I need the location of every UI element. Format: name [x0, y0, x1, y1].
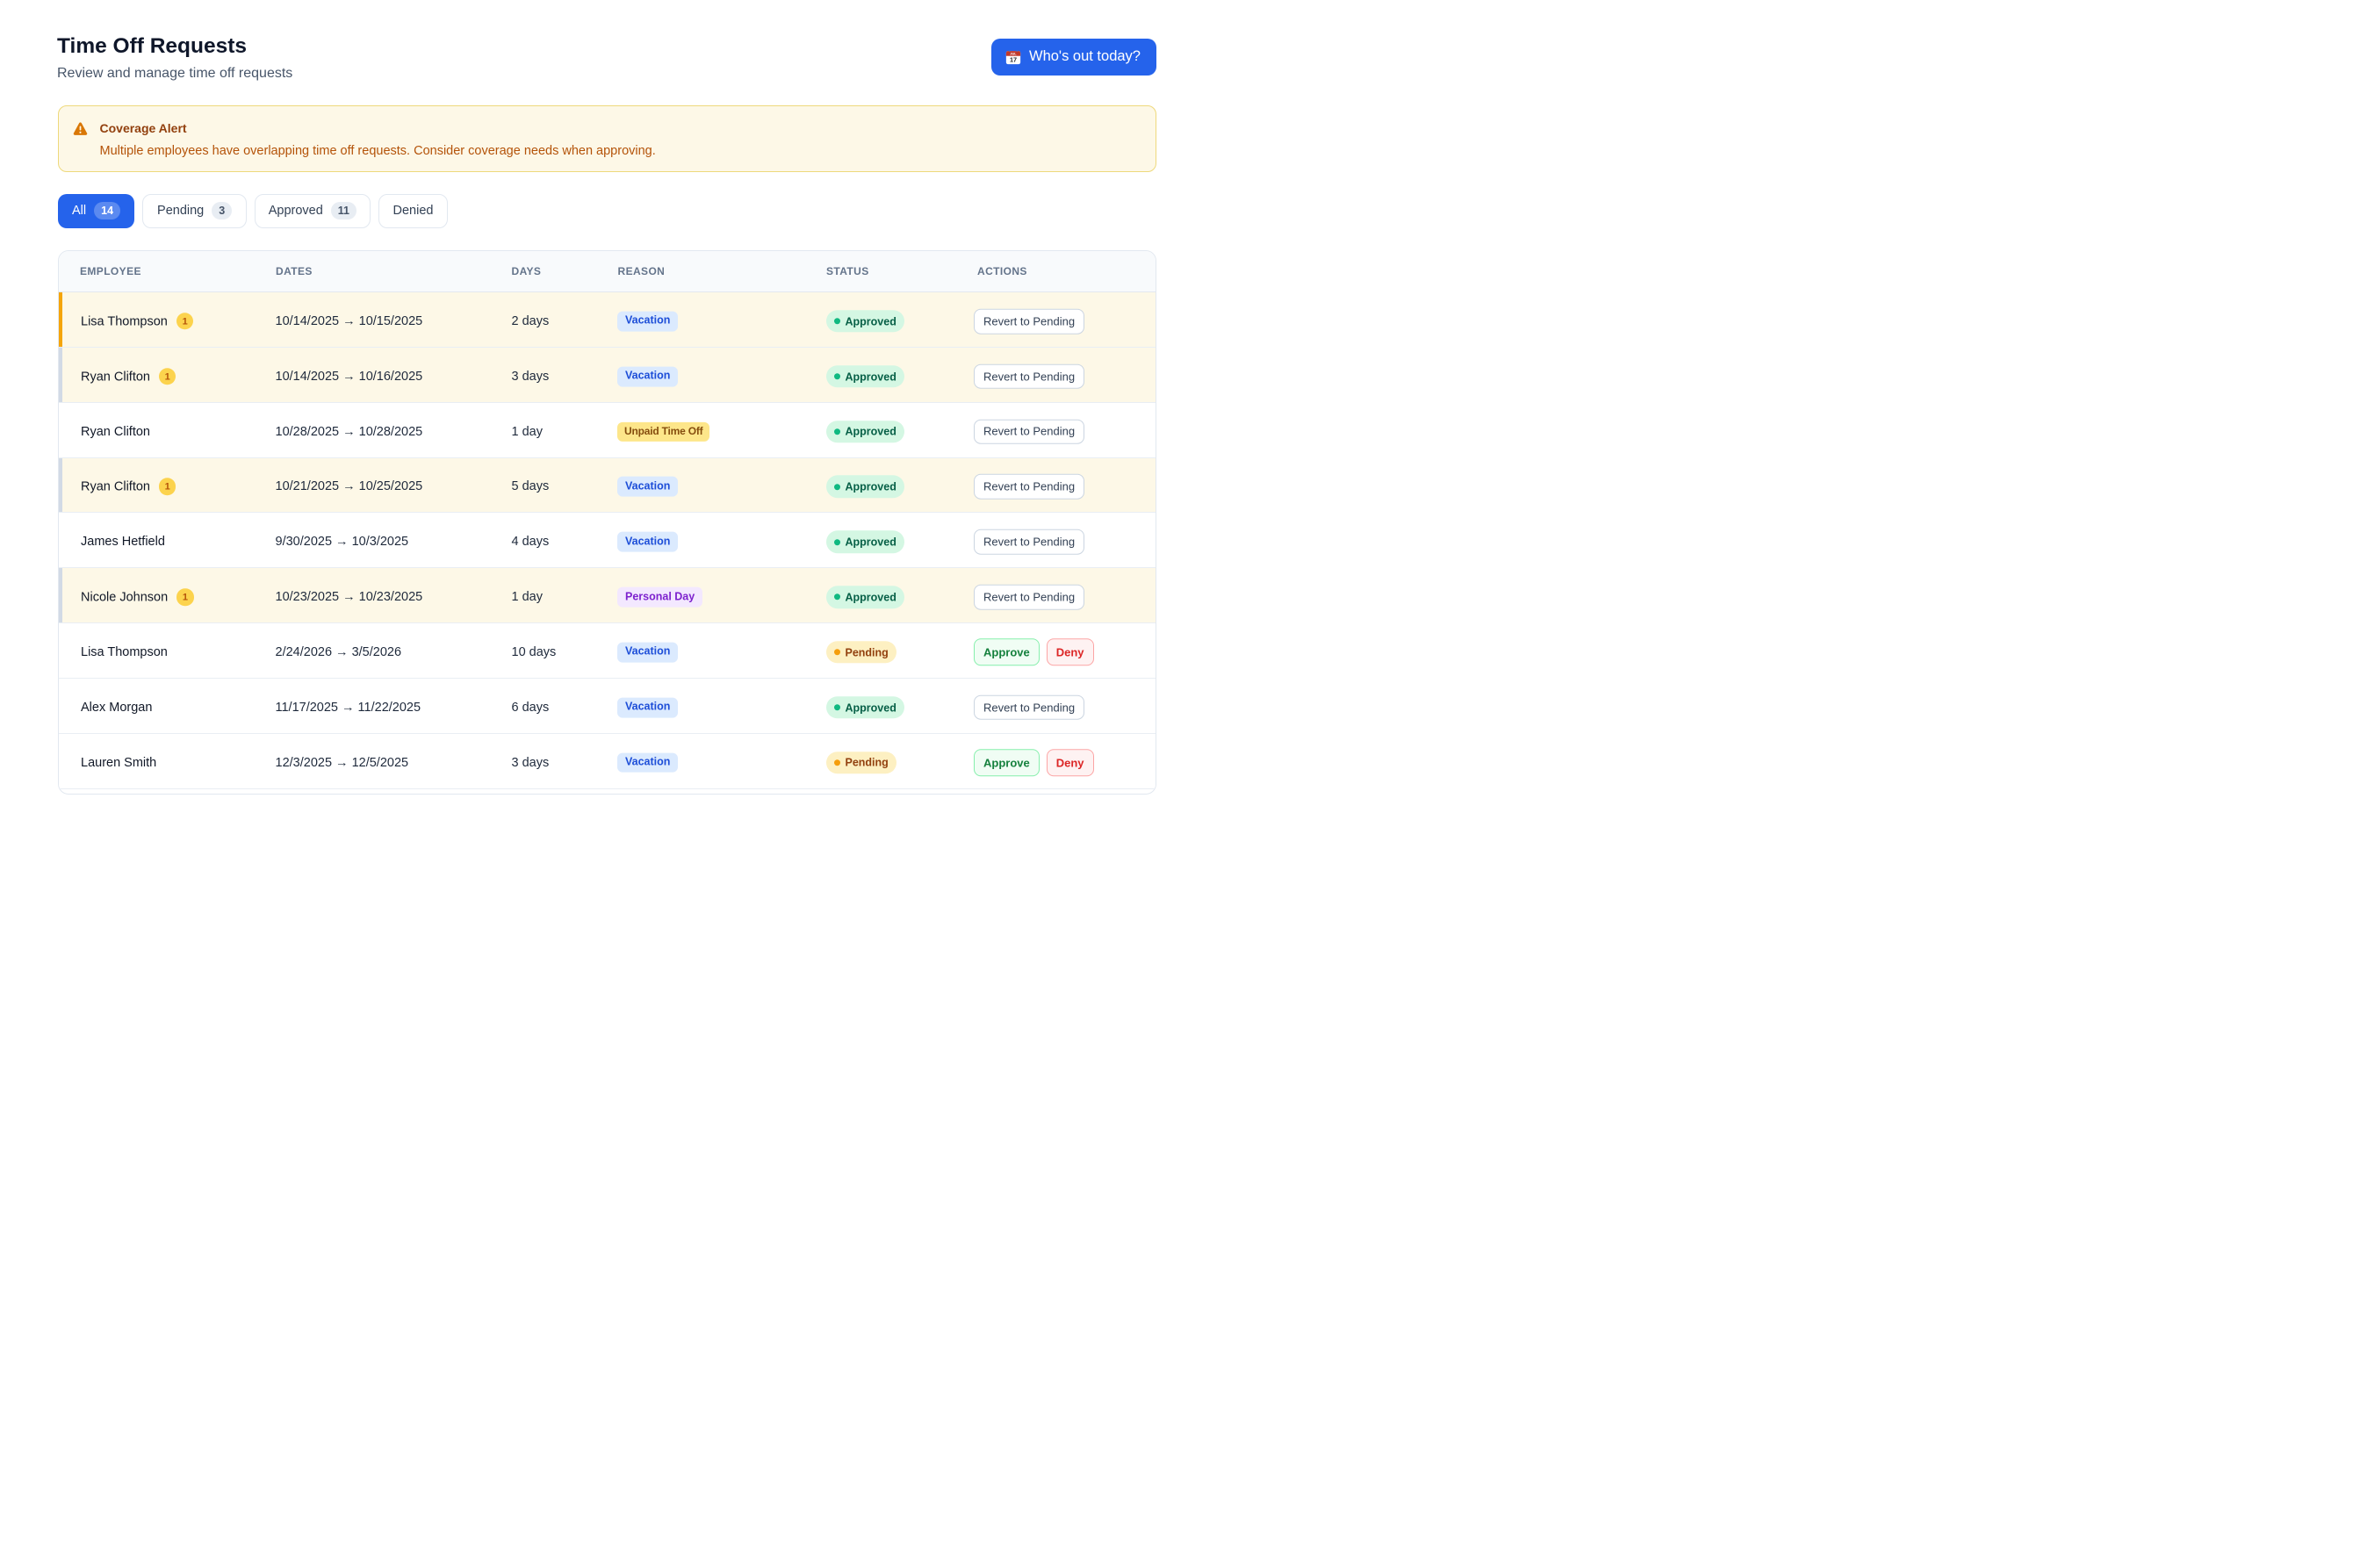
svg-text:JUL: JUL	[1010, 52, 1017, 55]
svg-text:17: 17	[1010, 55, 1017, 63]
